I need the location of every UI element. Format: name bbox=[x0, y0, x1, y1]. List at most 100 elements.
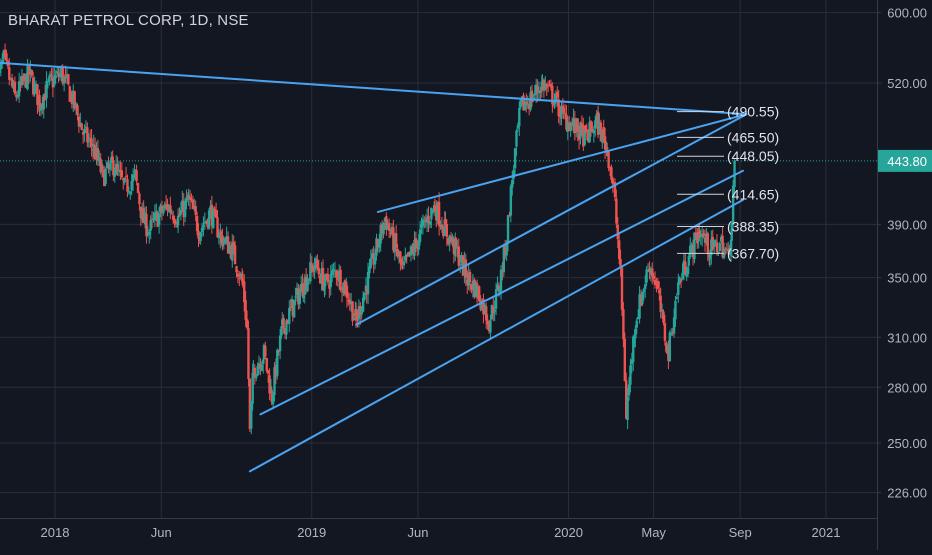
candle-body bbox=[638, 294, 641, 319]
candle-body bbox=[285, 320, 288, 335]
candle-body bbox=[679, 279, 683, 282]
candle-body bbox=[445, 224, 449, 237]
candle-body bbox=[169, 205, 172, 213]
candle-body bbox=[544, 83, 547, 90]
candle-body bbox=[13, 81, 17, 94]
candle-body bbox=[283, 328, 287, 335]
level-label: (388.35) bbox=[727, 218, 779, 234]
candle-body bbox=[9, 77, 12, 79]
candle-body bbox=[447, 237, 450, 245]
candle-body bbox=[418, 229, 422, 242]
candle-body bbox=[382, 223, 385, 235]
candle-body bbox=[188, 196, 192, 200]
candle-body bbox=[302, 295, 305, 298]
candle-body bbox=[127, 191, 131, 193]
trend-line[interactable] bbox=[0, 61, 748, 116]
price-tick-label: 520.00 bbox=[887, 76, 927, 91]
candle-body bbox=[530, 90, 534, 103]
candle-body bbox=[233, 245, 237, 265]
candle-body bbox=[687, 255, 691, 266]
candle-body bbox=[468, 271, 472, 282]
candle-body bbox=[443, 219, 446, 236]
candle-body bbox=[523, 102, 527, 111]
candle-body bbox=[431, 209, 434, 211]
candle-body bbox=[224, 238, 227, 244]
candle-body bbox=[10, 77, 14, 87]
trend-line[interactable] bbox=[355, 113, 748, 326]
candle-body bbox=[81, 132, 85, 135]
candle-body bbox=[363, 292, 366, 300]
price-tick-label: 226.00 bbox=[887, 486, 927, 501]
candle-body bbox=[686, 267, 690, 275]
candle-body bbox=[162, 210, 165, 214]
candle-body bbox=[448, 235, 451, 243]
price-axis-panel bbox=[877, 0, 932, 550]
candle-body bbox=[435, 207, 438, 221]
candle-body bbox=[270, 389, 273, 402]
candle-body bbox=[157, 213, 161, 226]
candle-body bbox=[136, 183, 140, 193]
candle-body bbox=[511, 179, 514, 188]
candle-body bbox=[474, 282, 477, 298]
candle-body bbox=[93, 145, 97, 160]
candle-body bbox=[123, 178, 126, 183]
candle-body bbox=[103, 169, 106, 187]
candle-body bbox=[591, 128, 594, 132]
candle-body bbox=[561, 106, 565, 108]
candle-body bbox=[699, 234, 702, 236]
candle-body bbox=[413, 240, 416, 256]
candle-body bbox=[260, 364, 264, 371]
candle-body bbox=[219, 232, 222, 239]
candle-body bbox=[494, 289, 498, 309]
candle-body bbox=[236, 273, 240, 277]
candle-body bbox=[23, 74, 26, 80]
candle-body bbox=[273, 367, 276, 396]
candle-body bbox=[425, 217, 429, 223]
candle-body bbox=[38, 95, 41, 110]
candle-body bbox=[396, 248, 399, 257]
candle-body bbox=[41, 103, 44, 108]
candle-body bbox=[522, 95, 525, 111]
candle-body bbox=[378, 241, 381, 248]
candle-body bbox=[626, 397, 629, 420]
candle-body bbox=[515, 130, 518, 147]
candle-body bbox=[652, 275, 655, 279]
candle-body bbox=[423, 219, 426, 221]
candle-body bbox=[253, 367, 256, 378]
candle-body bbox=[703, 237, 707, 243]
trend-line[interactable] bbox=[259, 169, 744, 416]
candle-body bbox=[730, 223, 733, 241]
candle-body bbox=[496, 284, 499, 290]
candle-body bbox=[563, 112, 567, 115]
candle-body bbox=[566, 122, 570, 132]
candle-body bbox=[613, 182, 617, 198]
candle-body bbox=[309, 262, 312, 282]
candle-body bbox=[325, 274, 328, 276]
candle-body bbox=[36, 84, 39, 105]
candle-body bbox=[616, 224, 619, 240]
candle-body bbox=[625, 380, 628, 419]
candle-body bbox=[655, 282, 658, 284]
candle-body bbox=[414, 238, 418, 244]
candle-body bbox=[84, 126, 88, 128]
candle-body bbox=[120, 170, 124, 178]
trend-line[interactable] bbox=[376, 113, 748, 213]
candle-body bbox=[326, 274, 330, 283]
candle-body bbox=[383, 218, 387, 222]
candle-body bbox=[176, 215, 180, 226]
candle-body bbox=[164, 204, 168, 206]
candle-body bbox=[527, 104, 531, 110]
candle-body bbox=[689, 245, 692, 258]
trend-line[interactable] bbox=[248, 198, 744, 473]
candle-body bbox=[642, 289, 646, 292]
candle-body bbox=[596, 111, 600, 135]
candle-body bbox=[479, 300, 482, 310]
candle-body bbox=[179, 210, 183, 215]
candle-body bbox=[606, 147, 609, 149]
candle-body bbox=[512, 169, 515, 179]
candle-body bbox=[349, 301, 353, 305]
candle-body bbox=[480, 300, 484, 310]
candle-body bbox=[62, 76, 66, 84]
